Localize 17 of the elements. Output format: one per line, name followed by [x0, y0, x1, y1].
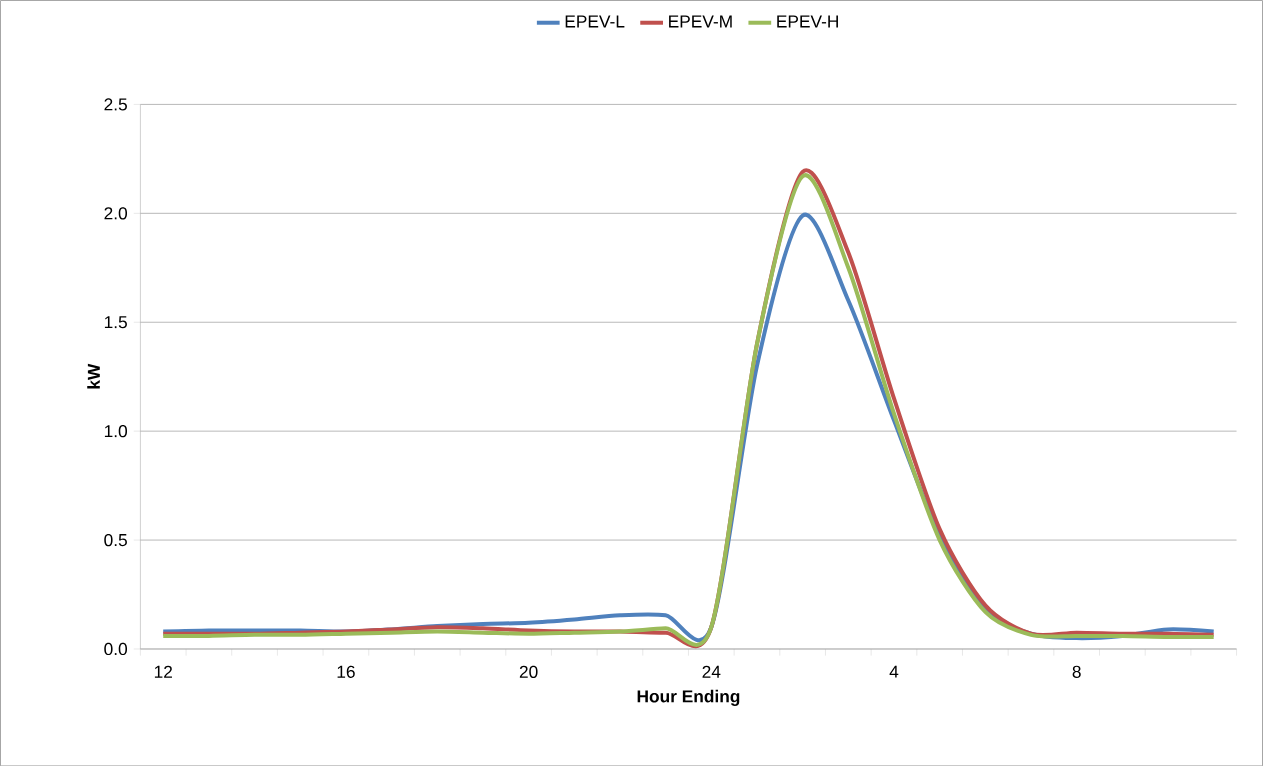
x-tick-label: 12	[154, 665, 172, 678]
x-tick-label: 4	[889, 665, 899, 678]
x-tick-label: 8	[1072, 665, 1081, 678]
y-tick-label: 2.5	[104, 98, 127, 111]
x-axis-title: Hour Ending	[637, 689, 740, 706]
x-tick-label: 24	[702, 665, 721, 678]
legend-label: EPEV-M	[669, 15, 732, 28]
legend-label: EPEV-H	[777, 15, 838, 28]
y-tick-label: 0.5	[104, 533, 127, 547]
y-tick-label: 1.0	[104, 424, 128, 438]
y-tick-label: 2.0	[104, 207, 128, 220]
y-tick-label: 0.0	[104, 642, 128, 655]
x-tick-label: 16	[337, 665, 355, 678]
x-tick-label: 20	[519, 665, 538, 678]
legend-label: EPEV-L	[565, 15, 625, 28]
y-axis-title: kW	[87, 363, 100, 389]
y-tick-label: 1.5	[104, 316, 127, 329]
